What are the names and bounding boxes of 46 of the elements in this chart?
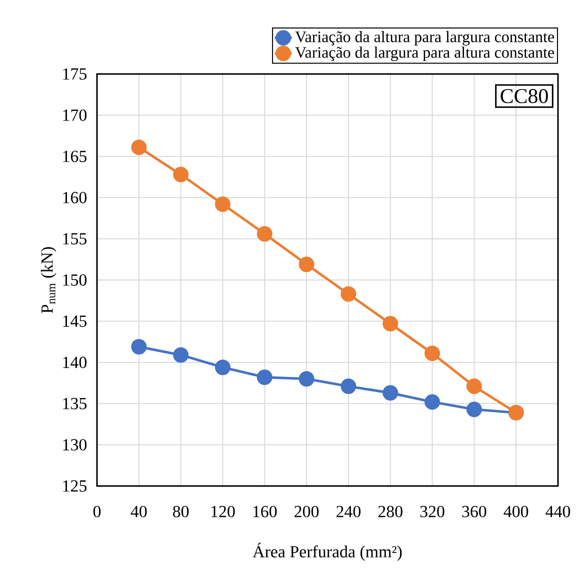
y-tick-label: 130 xyxy=(63,439,87,451)
y-tick-label: 170 xyxy=(63,109,87,121)
point xyxy=(382,316,398,332)
x-tick-label: 80 xyxy=(172,506,189,518)
y-tick-label: 160 xyxy=(63,192,87,204)
point xyxy=(256,226,272,242)
y-tick-label: 150 xyxy=(63,274,87,286)
x-tick-label: 200 xyxy=(294,506,319,518)
point xyxy=(131,140,147,156)
point xyxy=(424,346,440,362)
point xyxy=(173,166,189,182)
point xyxy=(298,371,314,387)
x-tick-label: 0 xyxy=(93,506,101,518)
legend-label: Variação da largura para altura constante xyxy=(295,46,554,62)
legend-label: Variação da altura para largura constante xyxy=(295,31,554,46)
x-tick-label: 160 xyxy=(253,506,277,518)
y-tick-label: 125 xyxy=(63,480,86,492)
x-tick-label: 400 xyxy=(504,506,528,518)
x-tick-label: 360 xyxy=(462,506,486,518)
y-tick-label: 145 xyxy=(63,316,86,327)
y-tick-label: 165 xyxy=(63,150,86,162)
point xyxy=(214,360,230,376)
y-axis-title: P$_{num}$ (kN) xyxy=(40,247,56,314)
y-tick-label: 175 xyxy=(63,68,86,80)
point xyxy=(466,378,482,394)
x-tick-label: 440 xyxy=(546,506,570,518)
x-tick-label: 320 xyxy=(420,506,444,518)
point xyxy=(173,347,189,363)
y-tick-label: 155 xyxy=(63,233,86,244)
point xyxy=(131,338,147,354)
point xyxy=(214,196,230,212)
point xyxy=(256,369,272,385)
annotation: CC80 xyxy=(500,89,548,104)
x-axis-title: Área Perfurada (mm²) xyxy=(252,542,402,561)
point xyxy=(340,378,356,394)
x-tick-label: 120 xyxy=(212,506,235,518)
point xyxy=(382,385,398,401)
x-tick-label: 240 xyxy=(336,506,361,518)
point xyxy=(340,286,356,302)
x-tick-label: 280 xyxy=(378,506,402,518)
y-tick-label: 135 xyxy=(63,398,86,410)
y-tick-label: 140 xyxy=(63,356,87,368)
point xyxy=(298,256,314,272)
point xyxy=(424,394,440,410)
x-tick-label: 40 xyxy=(130,506,147,518)
point xyxy=(466,402,482,418)
